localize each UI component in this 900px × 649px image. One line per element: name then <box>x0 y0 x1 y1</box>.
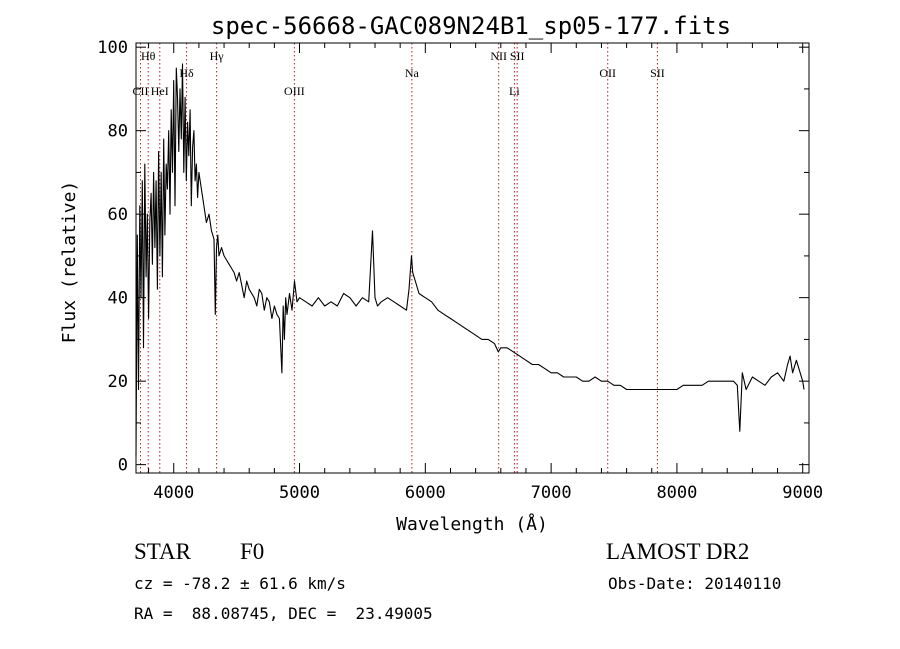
spectral-line-label: Li <box>509 84 520 98</box>
spectral-line-label: Hθ <box>141 49 156 63</box>
coordinates-readout: RA = 88.08745, DEC = 23.49005 <box>134 604 433 623</box>
y-tick-label: 100 <box>97 38 128 58</box>
y-axis-label: Flux (relative) <box>59 181 80 344</box>
spectral-line-label: OIII <box>284 84 305 98</box>
spectral-line-label: CII <box>133 84 149 98</box>
y-tick-label: 40 <box>108 289 128 309</box>
spectral-line-label: HeI <box>151 84 169 98</box>
y-tick-label: 20 <box>108 372 128 392</box>
x-tick-label: 7000 <box>531 483 572 503</box>
spectral-line-label: SII <box>510 49 525 63</box>
x-tick-label: 8000 <box>656 483 697 503</box>
object-class: STAR <box>134 539 191 564</box>
survey-name: LAMOST DR2 <box>606 539 750 564</box>
redshift-readout: cz = -78.2 ± 61.6 km/s <box>134 574 346 593</box>
obs-date-readout: Obs-Date: 20140110 <box>608 574 782 593</box>
spectral-line-label: SII <box>650 66 665 80</box>
spectral-lines-layer: CII Hθ HeI Hδ Hγ OIII Na NII Li SII OII SII <box>133 43 665 473</box>
spectral-line-label: OII <box>599 66 616 80</box>
spectral-line-label: Hγ <box>210 49 225 63</box>
series-layer <box>135 63 805 457</box>
spectral-line-label: Hδ <box>179 66 194 80</box>
y-tick-label: 0 <box>118 456 128 476</box>
spectrum-line <box>135 63 805 457</box>
x-tick-label: 4000 <box>153 483 194 503</box>
chart-title: spec-56668-GAC089N24B1_sp05-177.fits <box>211 12 731 40</box>
x-tick-label: 5000 <box>279 483 320 503</box>
spectral-line-label: Na <box>405 66 420 80</box>
x-tick-label: 9000 <box>782 483 823 503</box>
x-tick-label: 6000 <box>405 483 446 503</box>
plot-frame <box>135 42 810 474</box>
y-tick-label: 60 <box>108 205 128 225</box>
spectral-line-label: NII <box>490 49 507 63</box>
x-axis-label: Wavelength (Å) <box>396 513 548 535</box>
y-tick-label: 80 <box>108 122 128 142</box>
object-subclass: F0 <box>240 539 265 564</box>
axis-ticks-layer: 4000 5000 6000 7000 8000 9000 0 20 40 60 80 100 <box>97 38 823 503</box>
